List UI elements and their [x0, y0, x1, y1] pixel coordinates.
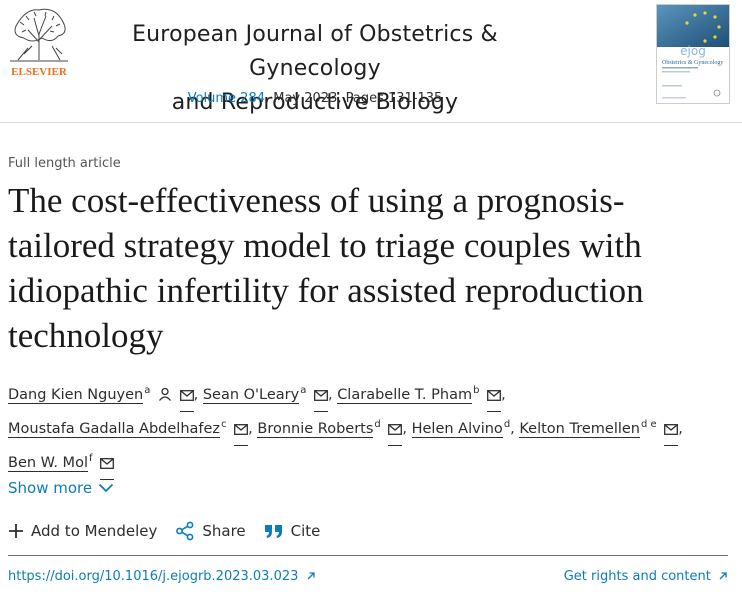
author-name[interactable]: Moustafa Gadalla Abdelhafez [8, 421, 221, 438]
author-item[interactable]: Bronnie Robertsd [257, 419, 403, 446]
journal-header: ELSEVIER European Journal of Obstetrics … [0, 0, 742, 122]
journal-issue-info: Volume 284, May 2023, Pages 131-135 [100, 91, 530, 106]
show-more-label[interactable]: Show more [8, 479, 93, 497]
journal-title-line2[interactable]: and Reproductive Biology [171, 90, 459, 115]
issue-details: , May 2023, Pages 131-135 [264, 91, 443, 106]
author-name[interactable]: Clarabelle T. Pham [337, 387, 473, 404]
author-item[interactable]: Ben W. Molf [8, 453, 115, 480]
header-divider [0, 122, 742, 123]
mail-icon[interactable] [100, 452, 115, 480]
mail-icon[interactable] [388, 418, 403, 446]
share-icon[interactable] [175, 521, 195, 541]
author-name[interactable]: Dang Kien Nguyen [8, 387, 144, 404]
share-label[interactable]: Share [202, 522, 246, 540]
plus-icon[interactable] [8, 523, 24, 539]
author-affiliation[interactable]: d [503, 419, 511, 430]
svg-text:ELSEVIER: ELSEVIER [11, 66, 68, 78]
journal-cover-image[interactable]: ejog Obstetrics & Gynecology [656, 4, 730, 104]
cite-label[interactable]: Cite [290, 522, 321, 540]
article-title: The cost-effectiveness of using a progno… [8, 181, 644, 355]
cover-abbrev: ejog [680, 44, 706, 58]
author-name[interactable]: Bronnie Roberts [257, 421, 374, 438]
author-item[interactable]: Helen Alvinod [411, 419, 511, 438]
elsevier-logo[interactable]: ELSEVIER [6, 4, 72, 78]
share-button[interactable]: Share [175, 521, 246, 541]
article-actions: Add to Mendeley Share Cite [8, 521, 338, 541]
external-link-icon[interactable] [306, 571, 316, 581]
author-item[interactable]: Clarabelle T. Phamb [337, 385, 502, 412]
doi-text[interactable]: https://doi.org/10.1016/j.ejogrb.2023.03… [8, 569, 299, 584]
author-name[interactable]: Helen Alvino [411, 421, 503, 438]
author-affiliation[interactable]: a [144, 385, 151, 396]
article-type: Full length article [8, 156, 121, 171]
external-link-icon[interactable] [718, 571, 728, 581]
doi-link[interactable]: https://doi.org/10.1016/j.ejogrb.2023.03… [8, 569, 316, 584]
author-name[interactable]: Sean O'Leary [202, 387, 300, 404]
add-to-mendeley-button[interactable]: Add to Mendeley [8, 522, 157, 540]
author-affiliation[interactable]: d [374, 419, 381, 430]
mail-icon[interactable] [664, 418, 679, 446]
author-item[interactable]: Dang Kien Nguyena [8, 385, 194, 412]
cite-button[interactable]: Cite [264, 522, 321, 540]
journal-title-line1[interactable]: European Journal of Obstetrics & Gynecol… [132, 22, 498, 81]
show-more-button[interactable]: Show more [8, 479, 114, 497]
author-affiliation[interactable]: c [221, 419, 227, 430]
mail-icon[interactable] [234, 418, 249, 446]
author-item[interactable]: Sean O'Learya [202, 385, 328, 412]
footer-divider [8, 555, 728, 556]
mail-icon[interactable] [179, 384, 194, 412]
rights-link[interactable]: Get rights and content [564, 569, 728, 584]
author-name[interactable]: Kelton Tremellen [519, 421, 640, 438]
person-icon[interactable] [158, 384, 172, 410]
mail-icon[interactable] [313, 384, 328, 412]
author-item[interactable]: Moustafa Gadalla Abdelhafezc [8, 419, 249, 446]
author-affiliation[interactable]: b [473, 385, 480, 396]
add-to-mendeley-label[interactable]: Add to Mendeley [31, 522, 158, 540]
author-item[interactable]: Kelton Tremellend e [519, 419, 679, 446]
author-list: Dang Kien Nguyena , Sean O'Learya , Clar… [8, 378, 738, 480]
rights-text[interactable]: Get rights and content [563, 569, 711, 584]
cover-art-icon: ejog Obstetrics & Gynecology [657, 5, 729, 99]
author-affiliation[interactable]: f [88, 453, 93, 464]
elsevier-tree-icon: ELSEVIER [6, 4, 72, 78]
volume-link[interactable]: Volume 284 [187, 91, 265, 106]
mail-icon[interactable] [487, 384, 502, 412]
author-affiliation[interactable]: a [300, 385, 307, 396]
author-affiliation[interactable]: d e [641, 419, 657, 430]
author-name[interactable]: Ben W. Mol [8, 455, 88, 472]
quote-icon[interactable] [264, 523, 284, 539]
cover-title: Obstetrics & Gynecology [662, 60, 723, 66]
chevron-down-icon[interactable] [98, 483, 114, 493]
journal-title[interactable]: European Journal of Obstetrics & Gynecol… [100, 18, 530, 120]
